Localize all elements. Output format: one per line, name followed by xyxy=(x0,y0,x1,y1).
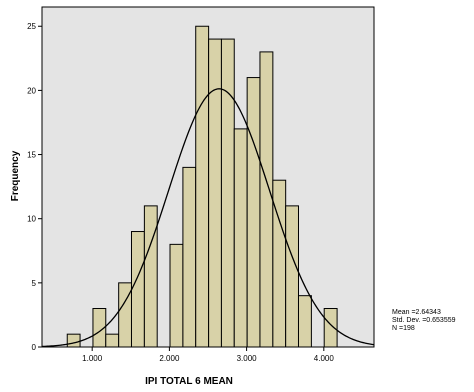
histogram-bar xyxy=(105,333,120,348)
x-tick-label: 4.000 xyxy=(314,354,335,363)
histogram-bar xyxy=(233,128,248,348)
statistics-box: Mean =2.64343 Std. Dev. =0.653559 N =198 xyxy=(392,309,456,333)
stat-std-dev: Std. Dev. =0.653559 xyxy=(392,317,456,324)
histogram-bar xyxy=(220,38,235,348)
y-tick-label: 15 xyxy=(27,151,36,160)
normal-curve xyxy=(41,88,375,348)
x-tick-label: 3.000 xyxy=(237,354,258,363)
histogram-bar xyxy=(208,38,222,348)
histogram-bar xyxy=(195,25,210,348)
x-tick-label: 1.000 xyxy=(82,354,103,363)
y-tick-label: 20 xyxy=(27,86,36,95)
y-tick-label: 25 xyxy=(27,22,36,31)
histogram-bar xyxy=(323,308,338,348)
histogram-bar xyxy=(297,295,312,348)
y-tick-label: 10 xyxy=(27,215,36,224)
x-tick-label: 2.000 xyxy=(159,354,180,363)
x-axis-title: IPI TOTAL 6 MEAN xyxy=(145,376,233,387)
histogram-bar xyxy=(169,243,184,348)
histogram-bar xyxy=(66,333,81,348)
histogram-bar xyxy=(182,166,197,348)
histogram-bar xyxy=(246,77,261,348)
histogram-bar xyxy=(130,231,145,348)
y-tick-label: 0 xyxy=(32,343,37,352)
stat-mean: Mean =2.64343 xyxy=(392,309,441,316)
histogram-bar xyxy=(285,205,299,348)
y-tick-label: 5 xyxy=(32,279,37,288)
stat-n: N =198 xyxy=(392,325,415,332)
plot-frame xyxy=(41,6,375,348)
histogram-bar xyxy=(259,51,274,348)
axes-group: 0 5 10 15 20 25 1.000 2.000 3.000 4.000 xyxy=(27,6,375,363)
histogram-bar xyxy=(143,205,158,348)
y-axis-title: Frequency xyxy=(10,150,21,201)
